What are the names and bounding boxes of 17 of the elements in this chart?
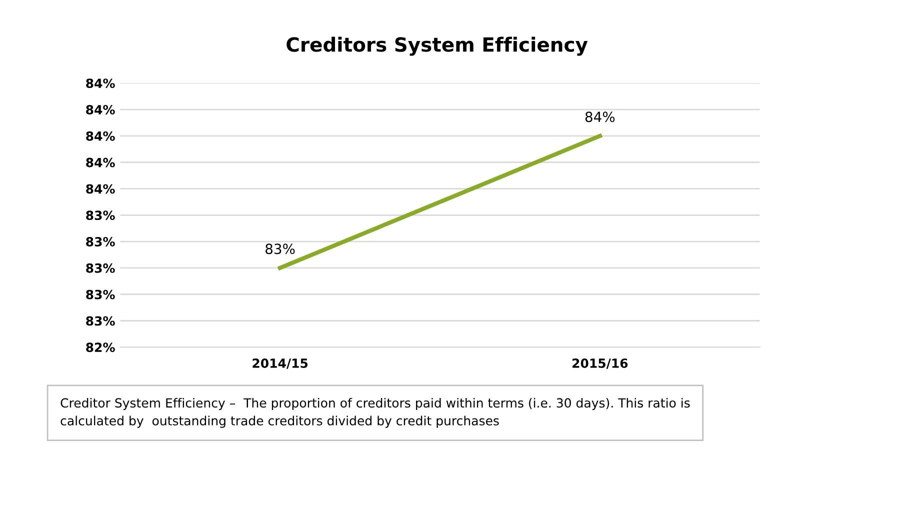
y-tick-label: 83% bbox=[86, 263, 115, 273]
data-label: 83% bbox=[266, 244, 295, 254]
y-tick-label: 83% bbox=[86, 316, 115, 326]
data-label: 84% bbox=[585, 112, 615, 122]
y-tick-label: 83% bbox=[86, 290, 115, 300]
x-tick-label: 2015/16 bbox=[572, 358, 628, 369]
x-tick-label: 2014/15 bbox=[252, 358, 308, 369]
text: Creditor System Efficiency – The proportion of creditors paid within terms (i.e. 30 days). This ratio is calculated by outstanding trade creditors divided by credit purchases bbox=[60, 398, 690, 428]
y-tick-label: 84% bbox=[86, 131, 115, 141]
y-tick-label: 83% bbox=[86, 237, 115, 246]
y-tick-label: 84% bbox=[86, 184, 115, 194]
y-tick-label: 82% bbox=[86, 342, 115, 352]
y-tick-label: 84% bbox=[86, 104, 115, 114]
y-tick-label: 83% bbox=[86, 210, 115, 220]
chart-title: Creditors System Efficiency bbox=[286, 36, 588, 56]
y-tick-label: 84% bbox=[86, 158, 115, 168]
y-tick-label: 84% bbox=[86, 78, 115, 88]
